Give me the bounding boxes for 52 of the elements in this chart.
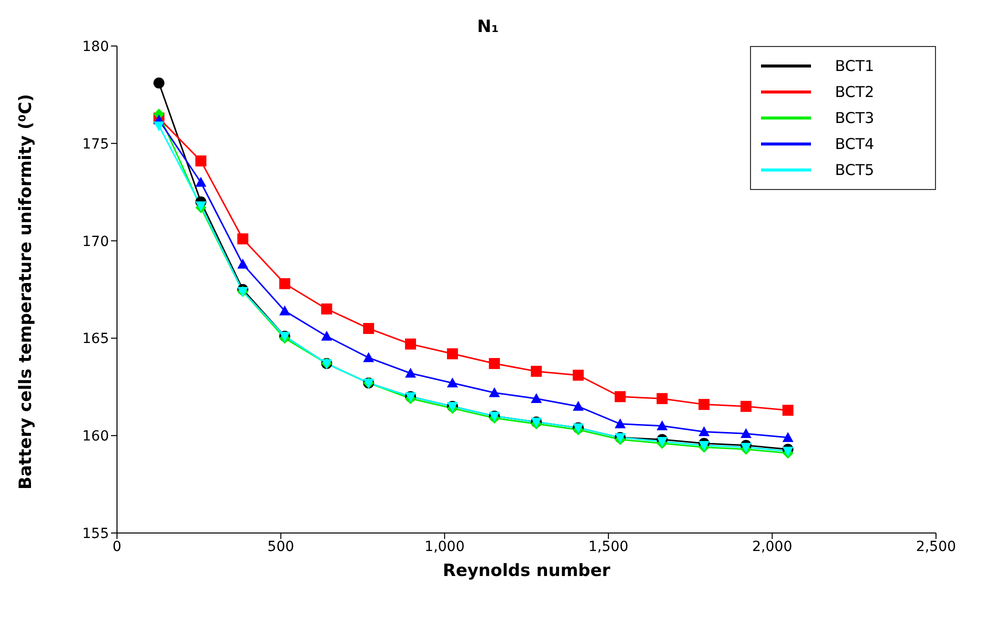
point: [614, 418, 626, 428]
point: [740, 428, 752, 438]
point: [572, 370, 584, 381]
y-axis-title: Battery cells temperature uniformity (⁰C): [16, 94, 36, 490]
legend-label: BCT5: [835, 161, 874, 179]
point: [237, 233, 248, 244]
point: [405, 368, 416, 378]
point: [153, 78, 164, 89]
x-tick-label: 1,500: [588, 538, 628, 555]
point: [740, 400, 752, 412]
point: [195, 155, 206, 166]
point: [782, 432, 794, 442]
point: [698, 426, 710, 436]
x-axis-title: Reynolds number: [442, 561, 611, 581]
point: [446, 378, 458, 388]
point: [446, 348, 458, 360]
point: [656, 393, 668, 404]
point: [698, 398, 710, 410]
y-tick-label: 180: [82, 38, 109, 55]
y-tick-label: 160: [82, 428, 109, 445]
legend-label: BCT3: [835, 109, 874, 127]
point: [405, 338, 416, 350]
point: [279, 305, 290, 316]
point: [321, 330, 332, 341]
y-tick-label: 155: [82, 526, 109, 542]
y-tick-label: 175: [82, 136, 109, 152]
point: [363, 352, 374, 362]
y-tick-label: 165: [82, 331, 109, 348]
point: [363, 322, 374, 334]
point: [321, 303, 332, 314]
point: [195, 176, 206, 187]
point: [153, 121, 164, 132]
x-tick-label: 1,000: [424, 538, 465, 555]
point: [614, 391, 626, 402]
legend-label: BCT1: [835, 57, 874, 75]
point: [782, 404, 794, 416]
y-tick-label: 170: [82, 234, 109, 250]
legend-label: BCT2: [835, 83, 874, 101]
point: [279, 278, 290, 290]
point: [656, 420, 668, 430]
chart-title: N₁: [477, 17, 499, 37]
point: [488, 387, 500, 398]
point: [530, 393, 542, 403]
legend-label: BCT4: [835, 135, 874, 153]
point: [530, 366, 542, 377]
point: [237, 258, 248, 269]
x-tick-label: 500: [267, 538, 294, 555]
point: [488, 358, 500, 370]
x-tick-label: 2,500: [916, 538, 956, 555]
point: [572, 400, 584, 411]
x-tick-label: 2,000: [752, 538, 792, 555]
x-tick-label: 0: [112, 538, 122, 555]
